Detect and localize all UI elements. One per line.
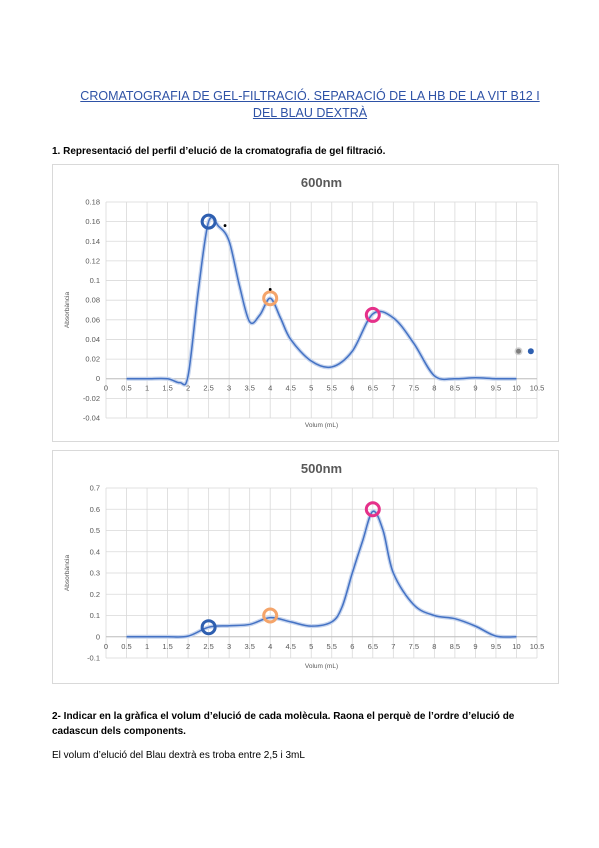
x-tick-label: 4 [268,384,272,393]
x-tick-label: 9.5 [491,384,501,393]
x-tick-label: 6.5 [368,384,378,393]
x-tick-label: 3.5 [244,384,254,393]
chart-600nm-svg: 600nm -0.04 -0.02 0 0.02 0.04 0.06 0.08 0.1 0.12 0… [64,175,545,429]
x-tick-label: 6.5 [368,642,378,651]
x-tick-label: 0 [104,642,108,651]
x-tick-label: 0 [104,384,108,393]
annotation-dot [223,224,227,227]
y-tick-label: 0.04 [85,335,100,344]
x-tick-label: 3.5 [244,642,254,651]
y-tick-label: 0 [96,632,100,641]
question-1: 1. Representació del perfil d’elució de … [52,146,386,157]
x-tick-label: 9 [473,384,477,393]
chart-600nm: 600nm -0.04 -0.02 0 0.02 0.04 0.06 0.08 0.1 0.12 0… [52,164,559,442]
y-tick-label: 0.12 [85,256,100,265]
peak-marker-orange [262,607,279,624]
y-tick-label: 0.16 [85,217,100,226]
chart-500nm-svg: 500nm -0.1 0 0.1 0.2 0.3 0.4 0.5 0.6 0.7 0 0.5 1 1.5 2… [64,461,545,670]
x-axis-label: Volum (mL) [305,422,338,429]
x-tick-label: 3 [227,642,231,651]
chart-500nm: 500nm -0.1 0 0.1 0.2 0.3 0.4 0.5 0.6 0.7 0 0.5 1 1.5 2… [52,450,559,684]
x-tick-label: 3 [227,384,231,393]
x-tick-label: 1 [145,642,149,651]
y-tick-label: 0.02 [85,355,100,364]
y-tick-label: 0.6 [90,505,100,514]
x-tick-label: 4 [268,642,272,651]
x-tick-label: 2.5 [203,384,213,393]
x-tick-label: 5 [309,642,313,651]
x-tick-label: 4.5 [285,642,295,651]
x-tick-label: 5 [309,384,313,393]
x-tick-label: 5.5 [327,384,337,393]
question-2: 2- Indicar en la gràfica el volum d’eluc… [52,711,515,737]
x-tick-label: 8.5 [450,642,460,651]
x-tick-label: 7 [391,642,395,651]
peak-marker-blue [200,619,217,636]
legend-dot-gray [516,348,522,354]
y-tick-label: 0.5 [90,526,100,535]
legend-dot-blue [527,348,534,355]
x-tick-label: 8 [432,384,436,393]
x-tick-label: 4.5 [285,384,295,393]
x-tick-label: 9.5 [491,642,501,651]
x-tick-label: 8 [432,642,436,651]
x-tick-label: 7.5 [409,642,419,651]
y-tick-label: 0.4 [90,547,100,556]
y-tick-label: 0.14 [85,237,100,246]
x-tick-label: 5.5 [327,642,337,651]
y-tick-label: 0.1 [90,611,100,620]
peak-marker-pink [364,306,381,323]
x-tick-label: 1 [145,384,149,393]
x-tick-label: 2 [186,384,190,393]
y-tick-label: 0.2 [90,590,100,599]
series-line-shadow [126,509,517,640]
x-tick-label: 6 [350,642,354,651]
document-title: CROMATOGRAFIA DE GEL-FILTRACIÓ. SEPARACI… [40,88,580,122]
y-tick-label: 0.08 [85,296,100,305]
y-tick-label: 0.7 [90,484,100,493]
x-tick-label: 10.5 [530,642,545,651]
x-tick-label: 10 [512,384,520,393]
annotation-dot [268,287,272,291]
x-tick-label: 7.5 [409,384,419,393]
x-tick-label: 2 [186,642,190,651]
y-tick-label: 0.1 [90,276,100,285]
peak-marker-blue [200,213,217,230]
series-line [126,216,517,386]
x-tick-label: 6 [350,384,354,393]
y-axis-label: Absorbància [64,555,71,592]
chart-title: 500nm [301,461,342,476]
y-tick-label: -0.1 [87,654,100,663]
y-tick-label: 0.06 [85,315,100,324]
x-tick-label: 0.5 [121,384,131,393]
y-tick-label: 0.18 [85,198,100,207]
peak-marker-orange [262,290,279,307]
x-tick-label: 1.5 [162,642,172,651]
series-line-shadow [126,215,517,387]
x-axis-label: Volum (mL) [305,663,338,670]
x-tick-label: 1.5 [162,384,172,393]
chart-title: 600nm [301,175,342,190]
x-tick-label: 8.5 [450,384,460,393]
y-tick-label: 0.3 [90,569,100,578]
y-tick-label: 0 [96,374,100,383]
x-tick-label: 9 [473,642,477,651]
y-tick-label: -0.02 [83,394,100,403]
title-line-2: DEL BLAU DEXTRÀ [252,106,368,120]
x-tick-label: 7 [391,384,395,393]
title-line-1: CROMATOGRAFIA DE GEL-FILTRACIÓ. SEPARACI… [80,89,540,103]
x-tick-label: 10.5 [530,384,545,393]
x-tick-label: 10 [512,642,520,651]
y-axis-label: Absorbància [64,292,71,329]
x-tick-label: 2.5 [203,642,213,651]
y-tick-label: -0.04 [83,414,100,423]
peak-marker-pink [364,501,381,518]
x-tick-label: 0.5 [121,642,131,651]
answer-text: El volum d’elució del Blau dextrà es tro… [52,750,305,761]
